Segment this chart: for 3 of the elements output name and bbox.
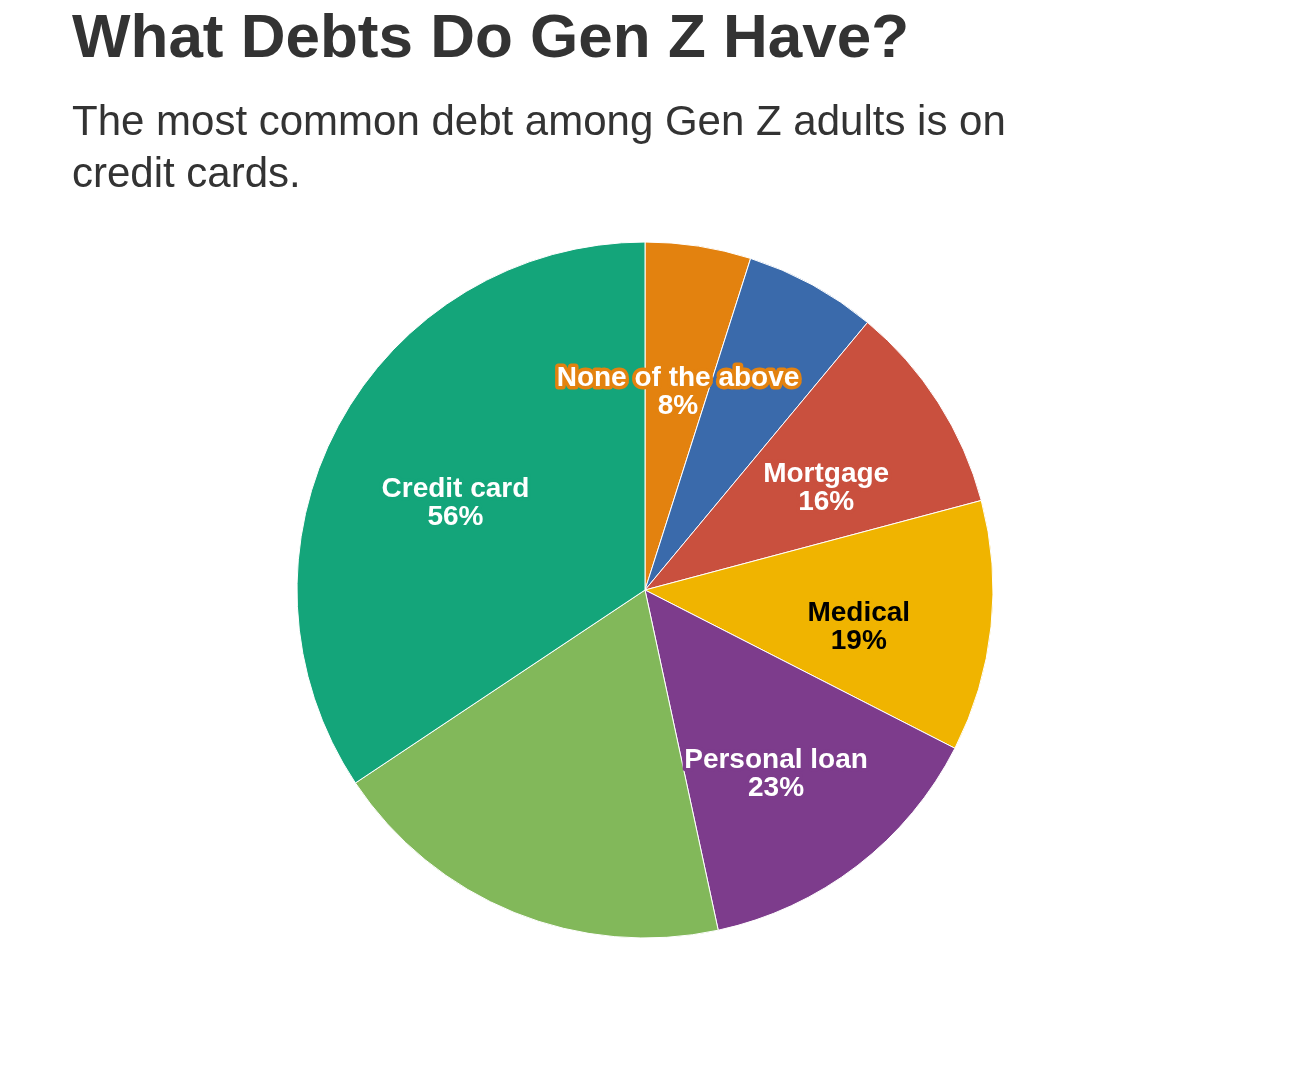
chart-title: What Debts Do Gen Z Have? bbox=[72, 1, 910, 70]
chart-subtitle: The most common debt among Gen Z adults is on credit cards. bbox=[72, 97, 1006, 196]
data-label: 8% bbox=[657, 388, 699, 420]
